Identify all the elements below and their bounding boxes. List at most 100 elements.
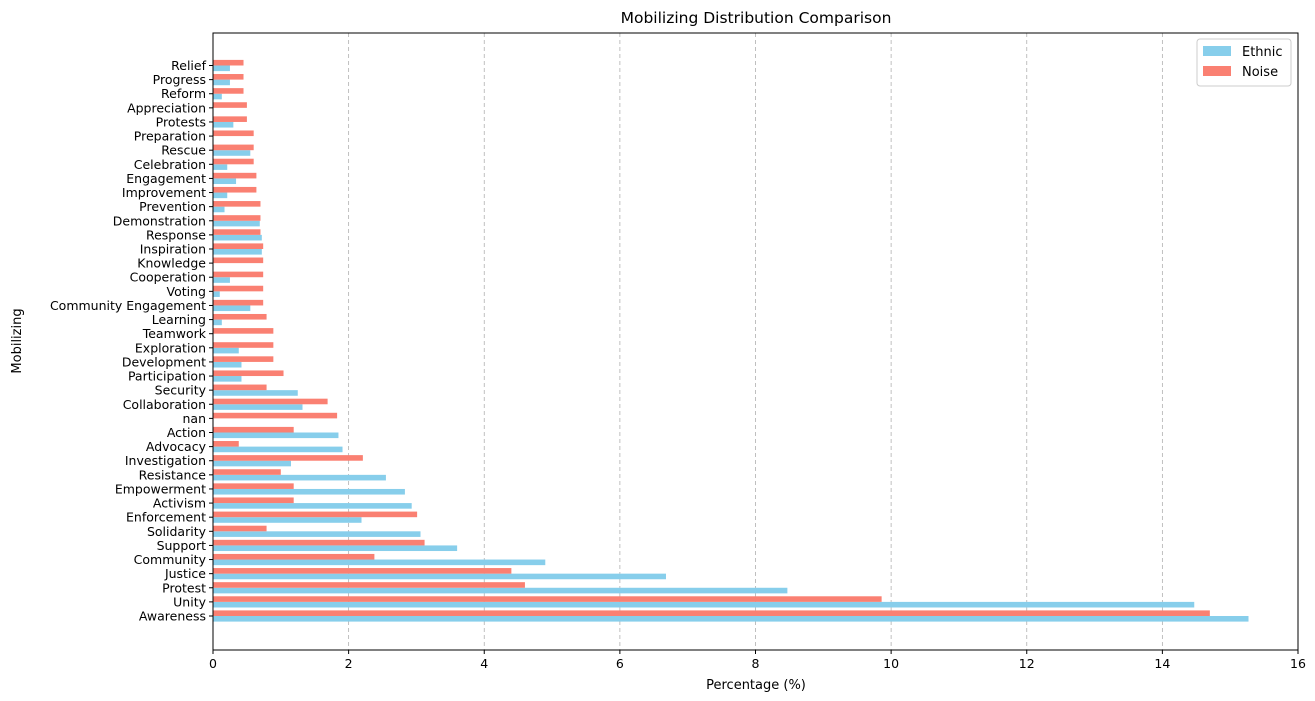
- y-tick-label: Development: [122, 354, 206, 369]
- bar-ethnic: [213, 121, 234, 128]
- bar-noise: [213, 497, 294, 504]
- bar-noise: [213, 186, 257, 193]
- bar-ethnic: [213, 93, 222, 100]
- bar-noise: [213, 116, 247, 122]
- bar-noise: [213, 455, 363, 461]
- bar-noise: [213, 483, 294, 489]
- y-tick-label: Activism: [153, 496, 206, 511]
- bar-noise: [213, 356, 274, 362]
- y-tick-label: Appreciation: [127, 100, 206, 115]
- x-tick-label: 6: [616, 656, 624, 671]
- x-tick-label: 16: [1290, 656, 1306, 671]
- y-tick-label: Prevention: [139, 199, 206, 214]
- bar-ethnic: [213, 404, 303, 410]
- y-tick-label: Relief: [171, 58, 206, 73]
- legend-label-noise: Noise: [1242, 65, 1278, 80]
- bar-noise: [213, 144, 254, 151]
- bar-noise: [213, 610, 1210, 616]
- y-tick-label: Justice: [164, 566, 206, 581]
- bar-ethnic: [213, 376, 242, 382]
- y-tick-label: Response: [146, 227, 206, 242]
- bar-ethnic: [213, 559, 546, 566]
- y-tick-label: Support: [157, 538, 207, 553]
- bar-ethnic: [213, 503, 412, 509]
- bar-noise: [213, 568, 512, 574]
- bar-noise: [213, 172, 257, 179]
- bar-ethnic: [213, 573, 666, 580]
- bar-noise: [213, 412, 338, 419]
- y-tick-label: nan: [182, 411, 206, 426]
- bar-noise: [213, 243, 264, 249]
- x-tick-label: 10: [883, 656, 899, 671]
- bar-noise: [213, 525, 267, 532]
- bar-noise: [213, 553, 375, 560]
- bar-noise: [213, 384, 267, 391]
- y-tick-label: Reform: [161, 86, 206, 101]
- bar-ethnic: [213, 545, 458, 552]
- y-tick-label: Progress: [153, 72, 206, 87]
- bar-noise: [213, 582, 525, 588]
- bar-ethnic: [213, 150, 251, 156]
- chart-title: Mobilizing Distribution Comparison: [621, 9, 892, 27]
- bar-ethnic: [213, 178, 237, 185]
- bar-noise: [213, 88, 244, 94]
- bar-noise: [213, 370, 284, 377]
- y-tick-label: Preparation: [134, 129, 206, 144]
- y-tick-label: Advocacy: [146, 439, 207, 454]
- bar-noise: [213, 299, 264, 306]
- x-axis-ticks: 0 2 4 6 8 10 12 14 16: [209, 650, 1306, 671]
- bar-noise: [213, 596, 882, 602]
- y-tick-label: Action: [167, 425, 206, 440]
- y-axis-ticks: AwarenessUnityProtestJusticeCommunitySup…: [50, 58, 213, 624]
- legend-swatch-noise: [1203, 66, 1231, 76]
- bar-noise: [213, 342, 274, 348]
- x-tick-label: 12: [1019, 656, 1035, 671]
- bar-ethnic: [213, 531, 421, 537]
- grid-lines: [212, 33, 1299, 650]
- bar-noise: [213, 158, 254, 165]
- bar-ethnic: [213, 305, 251, 312]
- x-tick-label: 8: [752, 656, 760, 671]
- bar-ethnic: [213, 601, 1195, 608]
- y-tick-label: Learning: [152, 312, 206, 327]
- bar-ethnic: [213, 361, 242, 368]
- bar-ethnic: [213, 234, 262, 241]
- x-tick-label: 2: [345, 656, 353, 671]
- y-tick-label: Solidarity: [147, 524, 207, 539]
- bar-ethnic: [213, 164, 228, 170]
- bar-ethnic: [213, 432, 339, 439]
- y-tick-label: Cooperation: [130, 270, 206, 285]
- y-tick-label: Teamwork: [142, 326, 207, 341]
- y-tick-label: Collaboration: [123, 397, 206, 412]
- bar-ethnic: [213, 206, 225, 213]
- y-tick-label: Engagement: [126, 171, 206, 186]
- legend: Ethnic Noise: [1196, 38, 1292, 87]
- y-tick-label: Improvement: [122, 185, 206, 200]
- bar-ethnic: [213, 249, 262, 255]
- y-axis-label: Mobilizing: [10, 308, 25, 373]
- y-tick-label: Celebration: [134, 157, 206, 172]
- bar-ethnic: [213, 291, 220, 297]
- y-tick-label: Demonstration: [113, 213, 206, 228]
- bar-ethnic: [213, 390, 298, 396]
- bar-noise: [213, 313, 267, 320]
- bar-noise: [213, 285, 264, 292]
- bar-ethnic: [213, 587, 788, 594]
- bar-noise: [213, 257, 264, 264]
- y-tick-label: Community Engagement: [50, 298, 206, 313]
- y-tick-label: Exploration: [135, 340, 206, 355]
- bar-ethnic: [213, 220, 260, 227]
- y-tick-label: Voting: [167, 284, 206, 299]
- bar-noise: [213, 271, 264, 278]
- bar-noise: [213, 74, 244, 80]
- bar-noise: [213, 59, 244, 66]
- x-tick-label: 14: [1154, 656, 1170, 671]
- bar-ethnic: [213, 192, 228, 199]
- legend-swatch-ethnic: [1203, 46, 1231, 56]
- y-tick-label: Protests: [156, 114, 206, 129]
- bar-noise: [213, 539, 425, 546]
- bars: [213, 59, 1249, 622]
- bar-noise: [213, 398, 328, 405]
- bar-noise: [213, 201, 261, 207]
- y-tick-label: Community: [134, 552, 207, 567]
